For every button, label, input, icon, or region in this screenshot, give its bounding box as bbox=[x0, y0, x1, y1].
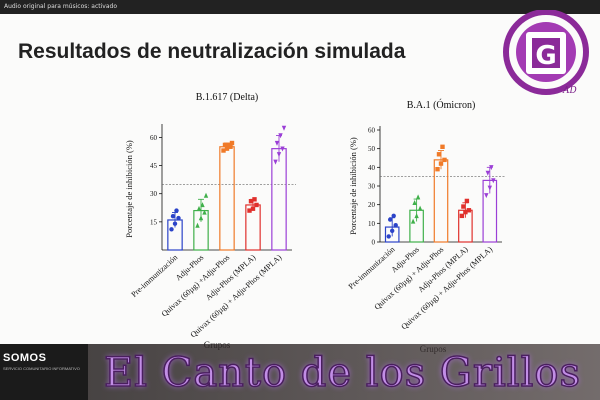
y-tick-label: 60 bbox=[150, 134, 158, 142]
station-subtitle: SERVICIO COMUNITARIO INFORMATIVO bbox=[3, 366, 80, 371]
y-axis-label: Porcentaje de inhibición (%) bbox=[348, 137, 358, 235]
data-point bbox=[484, 193, 489, 199]
data-point bbox=[414, 213, 419, 219]
logo-icon: G bbox=[503, 9, 589, 95]
slide-title: Resultados de neutralización simulada bbox=[18, 40, 406, 63]
station-name: SOMOS bbox=[3, 352, 47, 364]
data-point bbox=[170, 214, 176, 219]
data-point bbox=[489, 165, 494, 171]
bar bbox=[219, 146, 235, 251]
data-point bbox=[491, 178, 496, 184]
data-point bbox=[435, 167, 440, 172]
y-tick-label: 30 bbox=[368, 183, 376, 191]
data-point bbox=[200, 202, 205, 208]
y-axis-label: Porcentaje de inhibición (%) bbox=[124, 140, 134, 238]
chart-2: B.A.1 (Ómicron) 0 10 20 30 40 50 60 Porcentaje d… bbox=[347, 99, 506, 354]
data-point bbox=[254, 202, 259, 208]
data-point bbox=[410, 218, 416, 224]
y-tick-label: 20 bbox=[368, 201, 376, 209]
data-point bbox=[252, 197, 257, 202]
data-point bbox=[196, 205, 202, 211]
bottom-banner: SOMOS SERVICIO COMUNITARIO INFORMATIVO E… bbox=[0, 344, 600, 400]
y-tick-label: 15 bbox=[150, 218, 158, 226]
y-tick-label: 0 bbox=[372, 239, 376, 247]
data-point bbox=[274, 140, 280, 146]
data-point bbox=[466, 208, 472, 213]
data-point bbox=[221, 148, 226, 153]
data-point bbox=[276, 152, 282, 158]
bar bbox=[433, 159, 449, 243]
channel-logo: G bbox=[496, 9, 596, 100]
data-point bbox=[415, 194, 421, 200]
data-point bbox=[391, 213, 396, 219]
data-point bbox=[172, 221, 178, 226]
data-point bbox=[440, 144, 445, 149]
data-point bbox=[169, 227, 174, 232]
data-point bbox=[273, 159, 278, 165]
station-box: SOMOS SERVICIO COMUNITARIO INFORMATIVO bbox=[0, 344, 88, 400]
data-point bbox=[226, 142, 231, 148]
y-tick-label: 40 bbox=[368, 164, 376, 172]
category-label: Pre-immunización bbox=[129, 253, 179, 299]
chart-1: B.1.617 (Delta) 15 30 45 60 Porcentaje de inh… bbox=[124, 92, 296, 350]
data-point bbox=[485, 170, 490, 176]
data-point bbox=[393, 223, 398, 228]
data-point bbox=[438, 161, 444, 166]
topbar-text: Audio original para músicos: activado bbox=[4, 3, 117, 10]
data-point bbox=[442, 157, 447, 163]
data-point bbox=[248, 199, 254, 204]
chart-title: B.A.1 (Ómicron) bbox=[407, 99, 476, 111]
data-point bbox=[198, 215, 204, 221]
data-point bbox=[436, 152, 442, 157]
data-point bbox=[203, 192, 209, 198]
data-point bbox=[412, 200, 417, 205]
y-tick-label: 30 bbox=[150, 190, 158, 198]
data-point bbox=[464, 198, 470, 204]
bar bbox=[271, 148, 287, 251]
logo-subtitle: AD bbox=[563, 86, 577, 96]
data-point bbox=[459, 213, 465, 219]
data-point bbox=[247, 208, 252, 213]
data-point bbox=[229, 140, 235, 146]
y-tick-label: 50 bbox=[368, 145, 376, 153]
data-point bbox=[202, 209, 207, 215]
y-tick-label: 10 bbox=[368, 220, 376, 228]
data-point bbox=[250, 206, 256, 211]
data-point bbox=[222, 142, 228, 148]
data-point bbox=[417, 205, 423, 211]
data-point bbox=[390, 228, 395, 233]
slide: Resultados de neutralización simulada bbox=[0, 14, 600, 400]
data-point bbox=[281, 125, 287, 131]
data-point bbox=[195, 222, 200, 228]
y-tick-label: 60 bbox=[368, 127, 376, 135]
data-point bbox=[174, 208, 179, 213]
data-point bbox=[280, 146, 285, 152]
data-point bbox=[487, 185, 492, 191]
data-point bbox=[278, 133, 283, 139]
data-point bbox=[461, 204, 466, 209]
window-topbar: Audio original para músicos: activado bbox=[0, 0, 600, 14]
data-point bbox=[388, 217, 393, 222]
banner-title: El Canto de los Grillos bbox=[103, 349, 581, 397]
data-point bbox=[463, 209, 468, 215]
data-point bbox=[386, 234, 391, 239]
banner-background bbox=[88, 344, 600, 400]
logo-letter: G bbox=[535, 41, 556, 71]
y-tick-label: 45 bbox=[150, 162, 158, 170]
data-point bbox=[224, 146, 230, 151]
data-point bbox=[176, 215, 181, 221]
chart-title: B.1.617 (Delta) bbox=[196, 92, 259, 103]
